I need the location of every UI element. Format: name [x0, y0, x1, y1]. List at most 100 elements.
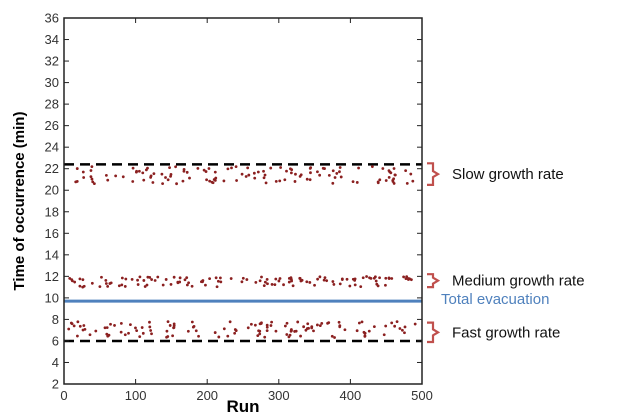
- group-brackets: Slow growth rate Medium growth rate Fast g…: [427, 162, 585, 344]
- y-tick-label: 8: [52, 312, 59, 327]
- total-evacuation-label: Total evacuation: [441, 291, 549, 308]
- data-point: [241, 276, 245, 280]
- data-point: [265, 325, 269, 329]
- data-point: [310, 326, 314, 330]
- data-point: [148, 320, 151, 324]
- data-point: [228, 320, 232, 324]
- data-point: [104, 282, 108, 285]
- data-point: [226, 334, 230, 338]
- data-point: [152, 172, 156, 176]
- data-point: [279, 166, 283, 169]
- data-point: [202, 168, 206, 172]
- data-point: [273, 283, 277, 287]
- data-point: [188, 176, 191, 180]
- data-point: [382, 333, 386, 337]
- y-tick-label: 24: [45, 140, 59, 155]
- data-point: [392, 167, 396, 170]
- y-tick-label: 36: [45, 11, 59, 26]
- data-point: [72, 324, 76, 328]
- data-point: [106, 178, 110, 182]
- data-point: [331, 169, 335, 173]
- data-point: [270, 283, 274, 286]
- data-point: [81, 278, 85, 282]
- data-point: [263, 280, 267, 284]
- data-point: [265, 329, 269, 333]
- data-point: [94, 329, 98, 333]
- data-points: [67, 165, 417, 339]
- data-point: [185, 170, 189, 174]
- data-point: [178, 276, 182, 280]
- data-point: [306, 322, 310, 326]
- data-point: [234, 165, 238, 169]
- data-point: [285, 321, 289, 325]
- data-point: [409, 172, 413, 176]
- data-point: [142, 178, 146, 182]
- data-point: [312, 329, 315, 333]
- data-point: [253, 176, 257, 180]
- data-point: [208, 179, 212, 183]
- data-point: [321, 166, 325, 170]
- data-point: [391, 178, 395, 182]
- data-point: [166, 320, 170, 324]
- data-point: [127, 331, 130, 335]
- data-point: [274, 329, 278, 333]
- data-point: [103, 326, 107, 330]
- data-point: [384, 276, 388, 280]
- y-tick-label: 4: [52, 355, 59, 370]
- data-point: [81, 170, 85, 174]
- data-point: [124, 277, 128, 281]
- data-point: [393, 173, 397, 177]
- data-point: [109, 322, 112, 326]
- data-point: [106, 285, 110, 288]
- data-point: [89, 169, 93, 172]
- data-point: [393, 324, 397, 328]
- data-point: [78, 277, 82, 281]
- reference-lines: [64, 163, 422, 343]
- data-point: [290, 329, 293, 333]
- data-point: [348, 284, 352, 288]
- data-point: [222, 179, 226, 183]
- data-point: [196, 166, 200, 170]
- data-point: [117, 284, 121, 288]
- data-point: [274, 180, 278, 183]
- data-point: [123, 285, 127, 288]
- data-point: [296, 320, 300, 324]
- group-bracket: [427, 273, 441, 289]
- data-point: [169, 282, 173, 286]
- data-point: [283, 324, 287, 328]
- data-point: [381, 167, 385, 170]
- data-point: [403, 331, 406, 335]
- data-point: [325, 279, 329, 283]
- data-point: [67, 327, 71, 331]
- data-point: [318, 324, 322, 327]
- data-point: [138, 275, 142, 279]
- data-point: [185, 283, 189, 287]
- data-point: [150, 278, 154, 281]
- data-point: [404, 277, 408, 281]
- data-point: [313, 283, 316, 287]
- data-point: [218, 276, 222, 280]
- data-point: [156, 275, 160, 279]
- data-point: [240, 172, 244, 176]
- data-point: [151, 181, 155, 184]
- data-point: [134, 326, 137, 330]
- y-axis-title: Time of occurrence (min): [11, 112, 28, 291]
- data-point: [219, 280, 223, 284]
- data-point: [192, 325, 196, 328]
- data-point: [176, 280, 180, 284]
- data-point: [291, 284, 295, 288]
- data-point: [353, 278, 357, 282]
- data-point: [149, 329, 153, 332]
- data-point: [269, 166, 273, 170]
- data-point: [318, 173, 322, 177]
- data-point: [384, 283, 387, 287]
- data-point: [357, 166, 360, 170]
- data-point: [355, 181, 359, 184]
- data-point: [190, 320, 194, 324]
- data-point: [131, 166, 135, 170]
- y-tick-label: 12: [45, 269, 59, 284]
- data-point: [68, 276, 72, 280]
- data-point: [222, 327, 226, 331]
- data-point: [140, 326, 144, 329]
- data-point: [409, 278, 413, 282]
